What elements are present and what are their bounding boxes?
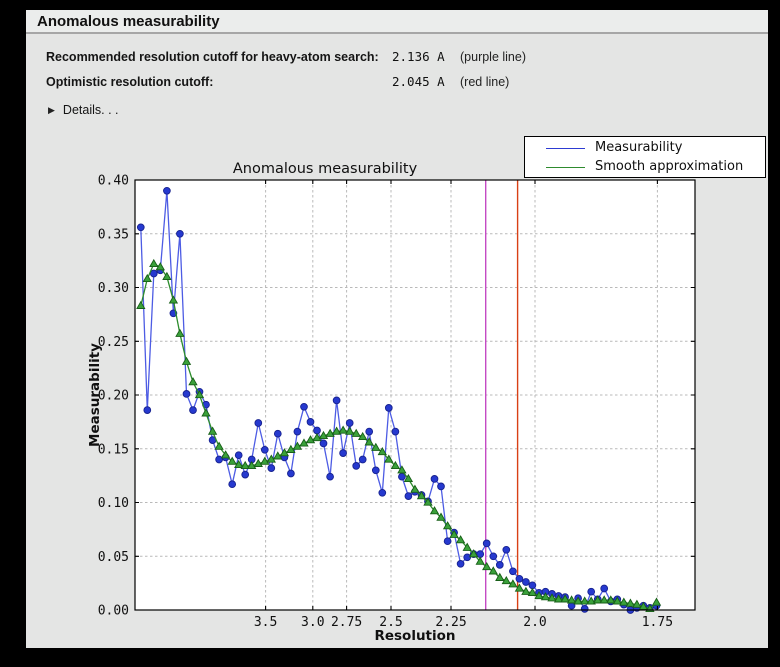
recommended-cutoff-note: (purple line)	[460, 50, 527, 64]
svg-text:2.0: 2.0	[523, 615, 546, 630]
svg-text:1.75: 1.75	[642, 615, 673, 630]
optimistic-cutoff-label: Optimistic resolution cutoff:	[46, 75, 214, 89]
legend-line-sample-blue	[546, 148, 585, 149]
svg-text:0.25: 0.25	[98, 335, 129, 350]
svg-text:0.20: 0.20	[98, 389, 129, 404]
gridlines	[135, 180, 695, 610]
legend-entry-measurability: Measurability	[525, 139, 765, 157]
svg-text:0.40: 0.40	[98, 174, 129, 189]
chart-legend: Measurability Smooth approximation	[524, 136, 766, 178]
y-axis-label: Measurability	[87, 343, 103, 447]
svg-text:0.00: 0.00	[98, 604, 129, 619]
recommended-cutoff-label: Recommended resolution cutoff for heavy-…	[46, 50, 379, 64]
panel-window: Anomalous measurability Recommended reso…	[26, 10, 768, 648]
svg-text:0.05: 0.05	[98, 550, 129, 565]
legend-entry-smooth: Smooth approximation	[525, 158, 765, 176]
disclosure-triangle-icon[interactable]: ▶	[48, 105, 55, 115]
optimistic-cutoff-row: Optimistic resolution cutoff: 2.045 A (red…	[46, 73, 509, 89]
svg-text:0.30: 0.30	[98, 281, 129, 296]
optimistic-cutoff-note: (red line)	[460, 75, 510, 89]
series-markers-triangle	[136, 258, 662, 613]
panel-header: Anomalous measurability	[26, 10, 768, 34]
legend-label: Smooth approximation	[595, 159, 744, 174]
svg-text:2.5: 2.5	[379, 615, 402, 630]
legend-label: Measurability	[595, 140, 683, 155]
page-title: Anomalous measurability	[37, 13, 220, 30]
svg-text:3.0: 3.0	[301, 615, 324, 630]
svg-text:0.10: 0.10	[98, 496, 129, 511]
svg-text:2.75: 2.75	[331, 615, 362, 630]
axis-ticks	[135, 179, 695, 611]
svg-text:3.5: 3.5	[254, 615, 277, 630]
svg-text:0.35: 0.35	[98, 227, 129, 242]
recommended-cutoff-row: Recommended resolution cutoff for heavy-…	[46, 48, 526, 64]
chart-figure: 3.5 3.0 2.75 2.5 2.25 2.0 1.75 0.00 0.05 0.10 0.15…	[26, 34, 768, 648]
details-label[interactable]: Details. . .	[62, 103, 119, 117]
svg-text:0.15: 0.15	[98, 442, 129, 457]
panel-content: Recommended resolution cutoff for heavy-…	[26, 34, 768, 648]
svg-text:2.25: 2.25	[435, 615, 466, 630]
recommended-cutoff-value: 2.136 A	[392, 49, 445, 64]
chart-canvas: 3.5 3.0 2.75 2.5 2.25 2.0 1.75 0.00 0.05 0.10 0.15…	[98, 174, 696, 631]
details-disclosure[interactable]: ▶ Details. . .	[48, 103, 119, 117]
chart-title: Anomalous measurability	[232, 161, 418, 177]
legend-line-sample-green	[546, 167, 585, 168]
x-axis-label: Resolution	[374, 628, 456, 644]
tick-labels: 3.5 3.0 2.75 2.5 2.25 2.0 1.75 0.00 0.05 0.10 0.15…	[98, 174, 673, 631]
optimistic-cutoff-value: 2.045 A	[392, 74, 445, 89]
